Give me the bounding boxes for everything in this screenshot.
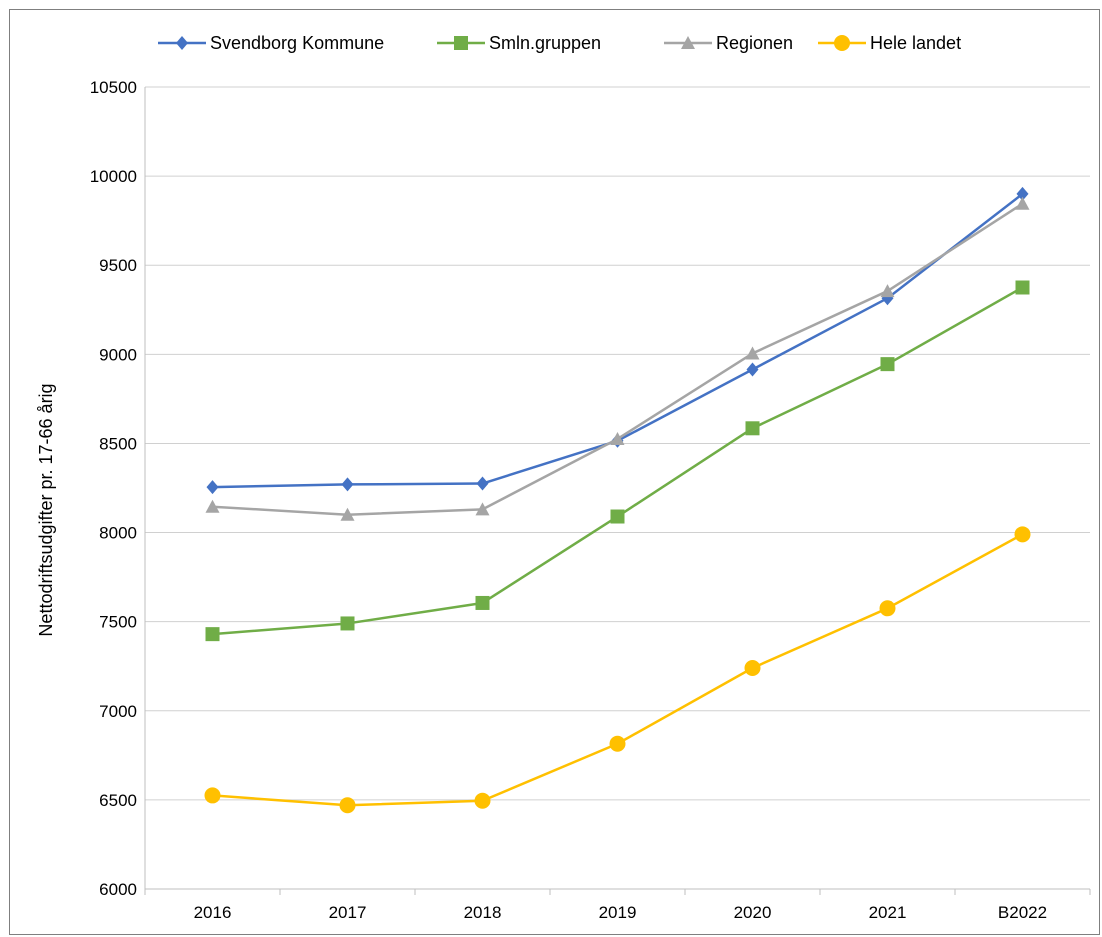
legend-label: Smln.gruppen [489,33,601,53]
data-point [475,595,490,610]
legend: Svendborg Kommune Smln.gruppen Regionen Hel… [158,33,961,53]
axes: 6000 6500 7000 7500 8000 8500 9000 9500 10000 105… [90,78,1091,922]
data-point [475,502,490,516]
legend-label: Svendborg Kommune [210,33,384,53]
data-point [880,357,895,372]
data-point [341,477,354,492]
gridlines [145,86,1090,801]
x-tick-label: 2017 [329,903,367,922]
y-tick-label: 7500 [99,613,137,632]
y-tick-label: 8000 [99,524,137,543]
x-tick-label: 2021 [869,903,907,922]
data-point [474,792,491,809]
x-tick-label: 2019 [599,903,637,922]
data-point [744,660,761,677]
data-point [340,507,355,521]
data-point [339,797,356,814]
data-point [205,627,220,642]
series-line [212,202,1024,516]
y-tick-label: 7000 [99,702,137,721]
data-point [205,499,220,513]
data-point [609,735,626,752]
series-regionen [205,196,1030,521]
legend-marker [454,36,468,50]
data-point [610,509,625,524]
legend-marker [681,36,695,49]
series-line [212,286,1024,636]
legend-label: Hele landet [870,33,961,53]
series-group [204,186,1031,814]
legend-marker [176,36,188,50]
data-point [1014,526,1031,543]
data-point [340,616,355,631]
y-tick-label: 9000 [99,345,137,364]
data-point [1016,186,1029,201]
data-point [1015,196,1030,210]
x-tick-label: 2020 [734,903,772,922]
x-tick-label: B2022 [998,903,1047,922]
series-line [212,533,1024,807]
data-point [880,284,895,298]
legend-item: Regionen [664,33,793,53]
legend-item: Hele landet [818,33,961,53]
data-point [879,600,896,617]
legend-label: Regionen [716,33,793,53]
data-point [1015,280,1030,295]
y-axis-title: Nettodriftsudgifter pr. 17-66 årig [36,383,56,636]
y-tick-label: 10000 [90,167,137,186]
data-point [745,346,760,360]
y-tick-label: 9500 [99,256,137,275]
y-tick-label: 6000 [99,880,137,899]
legend-marker [834,35,850,51]
data-point [204,787,221,804]
y-tick-label: 10500 [90,78,137,97]
data-point [746,362,759,377]
data-point [206,480,219,495]
series-smln-gruppen [205,280,1030,642]
data-point [476,476,489,491]
x-tick-label: 2018 [464,903,502,922]
y-tick-label: 6500 [99,791,137,810]
series-svendborg-kommune [206,186,1029,495]
legend-item: Smln.gruppen [437,33,601,53]
data-point [610,431,625,445]
data-point [745,421,760,436]
series-hele-landet [204,526,1031,814]
y-tick-label: 8500 [99,434,137,453]
legend-item: Svendborg Kommune [158,33,384,53]
x-tick-label: 2016 [194,903,232,922]
